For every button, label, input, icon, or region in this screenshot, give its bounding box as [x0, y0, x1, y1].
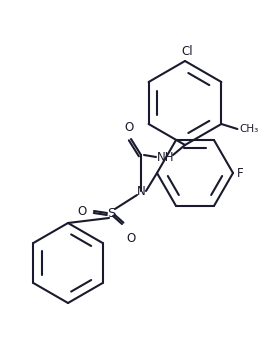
Text: Cl: Cl — [181, 45, 193, 58]
Text: O: O — [124, 121, 134, 134]
Text: O: O — [126, 232, 135, 245]
Text: NH: NH — [157, 150, 175, 164]
Text: F: F — [237, 166, 244, 179]
Text: CH₃: CH₃ — [239, 124, 259, 134]
Text: S: S — [107, 207, 115, 219]
Text: N: N — [137, 184, 145, 198]
Text: O: O — [78, 204, 87, 218]
